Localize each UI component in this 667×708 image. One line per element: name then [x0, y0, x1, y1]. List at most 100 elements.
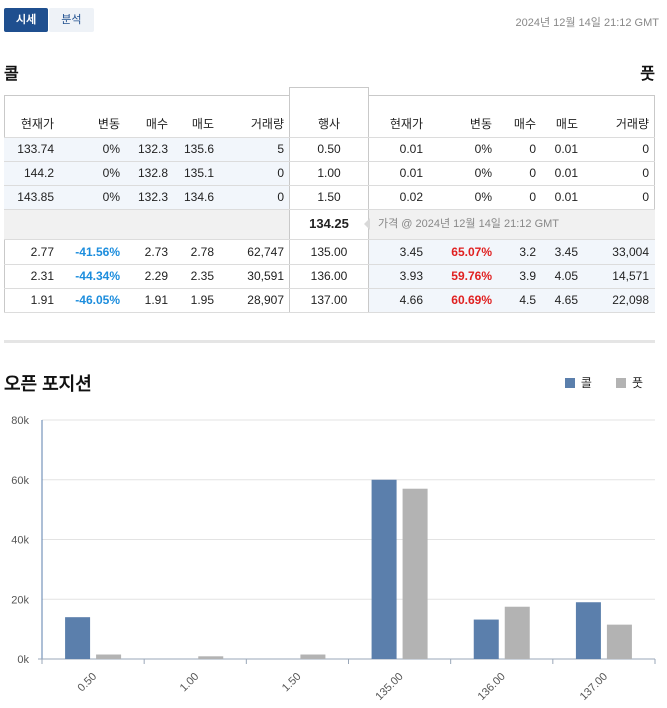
put-oi-bar[interactable] [402, 488, 428, 659]
cell-call-volume: 0 [277, 166, 284, 180]
cell-call-last: 143.85 [17, 190, 54, 204]
tab-analysis[interactable]: 분석 [49, 8, 94, 32]
table-row[interactable]: 1.91 -46.05% 1.91 1.95 28,907 137.00 4.66 60.69… [4, 288, 655, 312]
header-call-last: 현재가 [20, 117, 54, 131]
x-tick-label: 135.00 [373, 671, 405, 703]
cell-put-change: 59.76% [451, 269, 492, 283]
cell-strike: 1.50 [317, 190, 341, 204]
cell-put-change: 65.07% [451, 245, 492, 259]
y-tick-label: 0k [17, 654, 29, 666]
tab-quotes[interactable]: 시세 [4, 8, 49, 32]
row-divider [4, 161, 655, 162]
call-cell-bg [4, 161, 289, 185]
cell-call-change: 0% [102, 166, 120, 180]
legend-label-puts: 풋 [631, 376, 643, 390]
cell-put-volume: 0 [642, 190, 649, 204]
legend-label-calls: 콜 [580, 376, 592, 390]
table-header-row: 현재가 변동 매수 매도 거래량 행사 현재가 변동 매수 매도 거래량 [4, 105, 655, 143]
call-oi-bar[interactable] [371, 479, 397, 659]
cell-put-bid: 0 [529, 190, 536, 204]
calls-label: 콜 [4, 66, 19, 83]
header-put-change: 변동 [469, 117, 492, 131]
header-put-last: 현재가 [389, 117, 423, 131]
cell-put-ask: 4.65 [554, 293, 578, 307]
view-tabs: 시세 분석 [4, 8, 94, 32]
cell-strike: 0.50 [317, 142, 341, 156]
cell-call-ask: 1.95 [190, 293, 214, 307]
puts-label: 풋 [640, 66, 655, 83]
call-oi-bar[interactable] [65, 617, 91, 659]
table-row[interactable]: 144.2 0% 132.8 135.1 0 1.00 0.01 0% 0 0.01 0 [4, 161, 655, 185]
cell-put-volume: 33,004 [612, 245, 649, 259]
y-tick-label: 60k [11, 475, 29, 487]
table-row[interactable]: 2.31 -44.34% 2.29 2.35 30,591 136.00 3.93 59.76… [4, 264, 655, 288]
y-tick-label: 40k [11, 535, 29, 547]
cell-call-ask: 135.1 [183, 166, 214, 180]
table-row[interactable]: 143.85 0% 132.3 134.6 0 1.50 0.02 0% 0 0.01 0 [4, 185, 655, 209]
cell-put-last: 0.01 [399, 142, 423, 156]
spot-price: 134.25 [309, 216, 349, 231]
header-put-volume: 거래량 [615, 117, 649, 131]
cell-call-bid: 132.3 [137, 142, 168, 156]
cell-call-ask: 2.78 [190, 245, 214, 259]
cell-put-volume: 0 [642, 166, 649, 180]
cell-strike: 135.00 [310, 245, 348, 259]
table-row[interactable]: 2.77 -41.56% 2.73 2.78 62,747 135.00 3.45 65.07… [4, 240, 655, 264]
cell-call-bid: 1.91 [144, 293, 168, 307]
row-divider [4, 264, 655, 265]
call-oi-bar[interactable] [473, 619, 499, 659]
header-call-bid: 매수 [145, 117, 168, 131]
put-oi-bar[interactable] [300, 654, 326, 659]
cell-call-last: 2.77 [30, 245, 54, 259]
cell-put-volume: 14,571 [612, 269, 649, 283]
put-cell-bg [369, 264, 655, 288]
cell-call-volume: 28,907 [247, 293, 284, 307]
header-put-bid: 매수 [513, 117, 536, 131]
put-oi-bar[interactable] [504, 606, 530, 659]
row-divider [4, 288, 655, 289]
cell-call-bid: 132.3 [137, 190, 168, 204]
cell-call-change: -44.34% [75, 269, 120, 283]
option-chain-table: 현재가 변동 매수 매도 거래량 행사 현재가 변동 매수 매도 거래량 133.74 0% 132.3 1… [4, 87, 655, 313]
legend-item-puts[interactable]: 풋 [615, 374, 643, 391]
row-divider [4, 185, 655, 186]
cell-put-change: 60.69% [451, 293, 492, 307]
cell-put-bid: 0 [529, 166, 536, 180]
row-divider [4, 209, 655, 210]
cell-strike: 136.00 [310, 269, 348, 283]
put-cell-bg [369, 288, 655, 312]
put-cell-bg [369, 240, 655, 264]
cell-call-last: 1.91 [30, 293, 54, 307]
row-divider [4, 137, 655, 138]
cell-put-bid: 3.2 [519, 245, 536, 259]
cell-call-last: 133.74 [17, 142, 54, 156]
row-divider [4, 239, 655, 240]
cell-call-volume: 62,747 [247, 245, 284, 259]
cell-call-bid: 132.8 [137, 166, 168, 180]
put-oi-bar[interactable] [198, 656, 224, 659]
table-row[interactable]: 133.74 0% 132.3 135.6 5 0.50 0.01 0% 0 0.01 0 [4, 137, 655, 161]
cell-put-change: 0% [474, 166, 492, 180]
cell-put-change: 0% [474, 190, 492, 204]
y-tick-label: 20k [11, 594, 29, 606]
top-bar: 시세 분석 2024년 12월 14일 21:12 GMT [4, 6, 659, 34]
header-call-volume: 거래량 [250, 117, 284, 131]
cell-put-last: 0.02 [399, 190, 423, 204]
cell-call-ask: 135.6 [183, 142, 214, 156]
call-cell-bg [4, 185, 289, 209]
cell-put-bid: 3.9 [519, 269, 536, 283]
cell-call-volume: 5 [277, 142, 284, 156]
x-tick-label: 136.00 [476, 671, 508, 703]
cell-put-volume: 22,098 [612, 293, 649, 307]
cell-call-volume: 0 [277, 190, 284, 204]
legend-swatch-puts [615, 377, 626, 388]
call-oi-bar[interactable] [575, 602, 601, 659]
legend-item-calls[interactable]: 콜 [564, 374, 592, 391]
put-oi-bar[interactable] [606, 624, 632, 659]
header-strike: 행사 [317, 117, 341, 131]
put-oi-bar[interactable] [96, 654, 122, 659]
cell-put-change: 0% [474, 142, 492, 156]
cell-put-ask: 0.01 [554, 166, 578, 180]
cell-put-volume: 0 [642, 142, 649, 156]
cell-strike: 1.00 [317, 166, 341, 180]
